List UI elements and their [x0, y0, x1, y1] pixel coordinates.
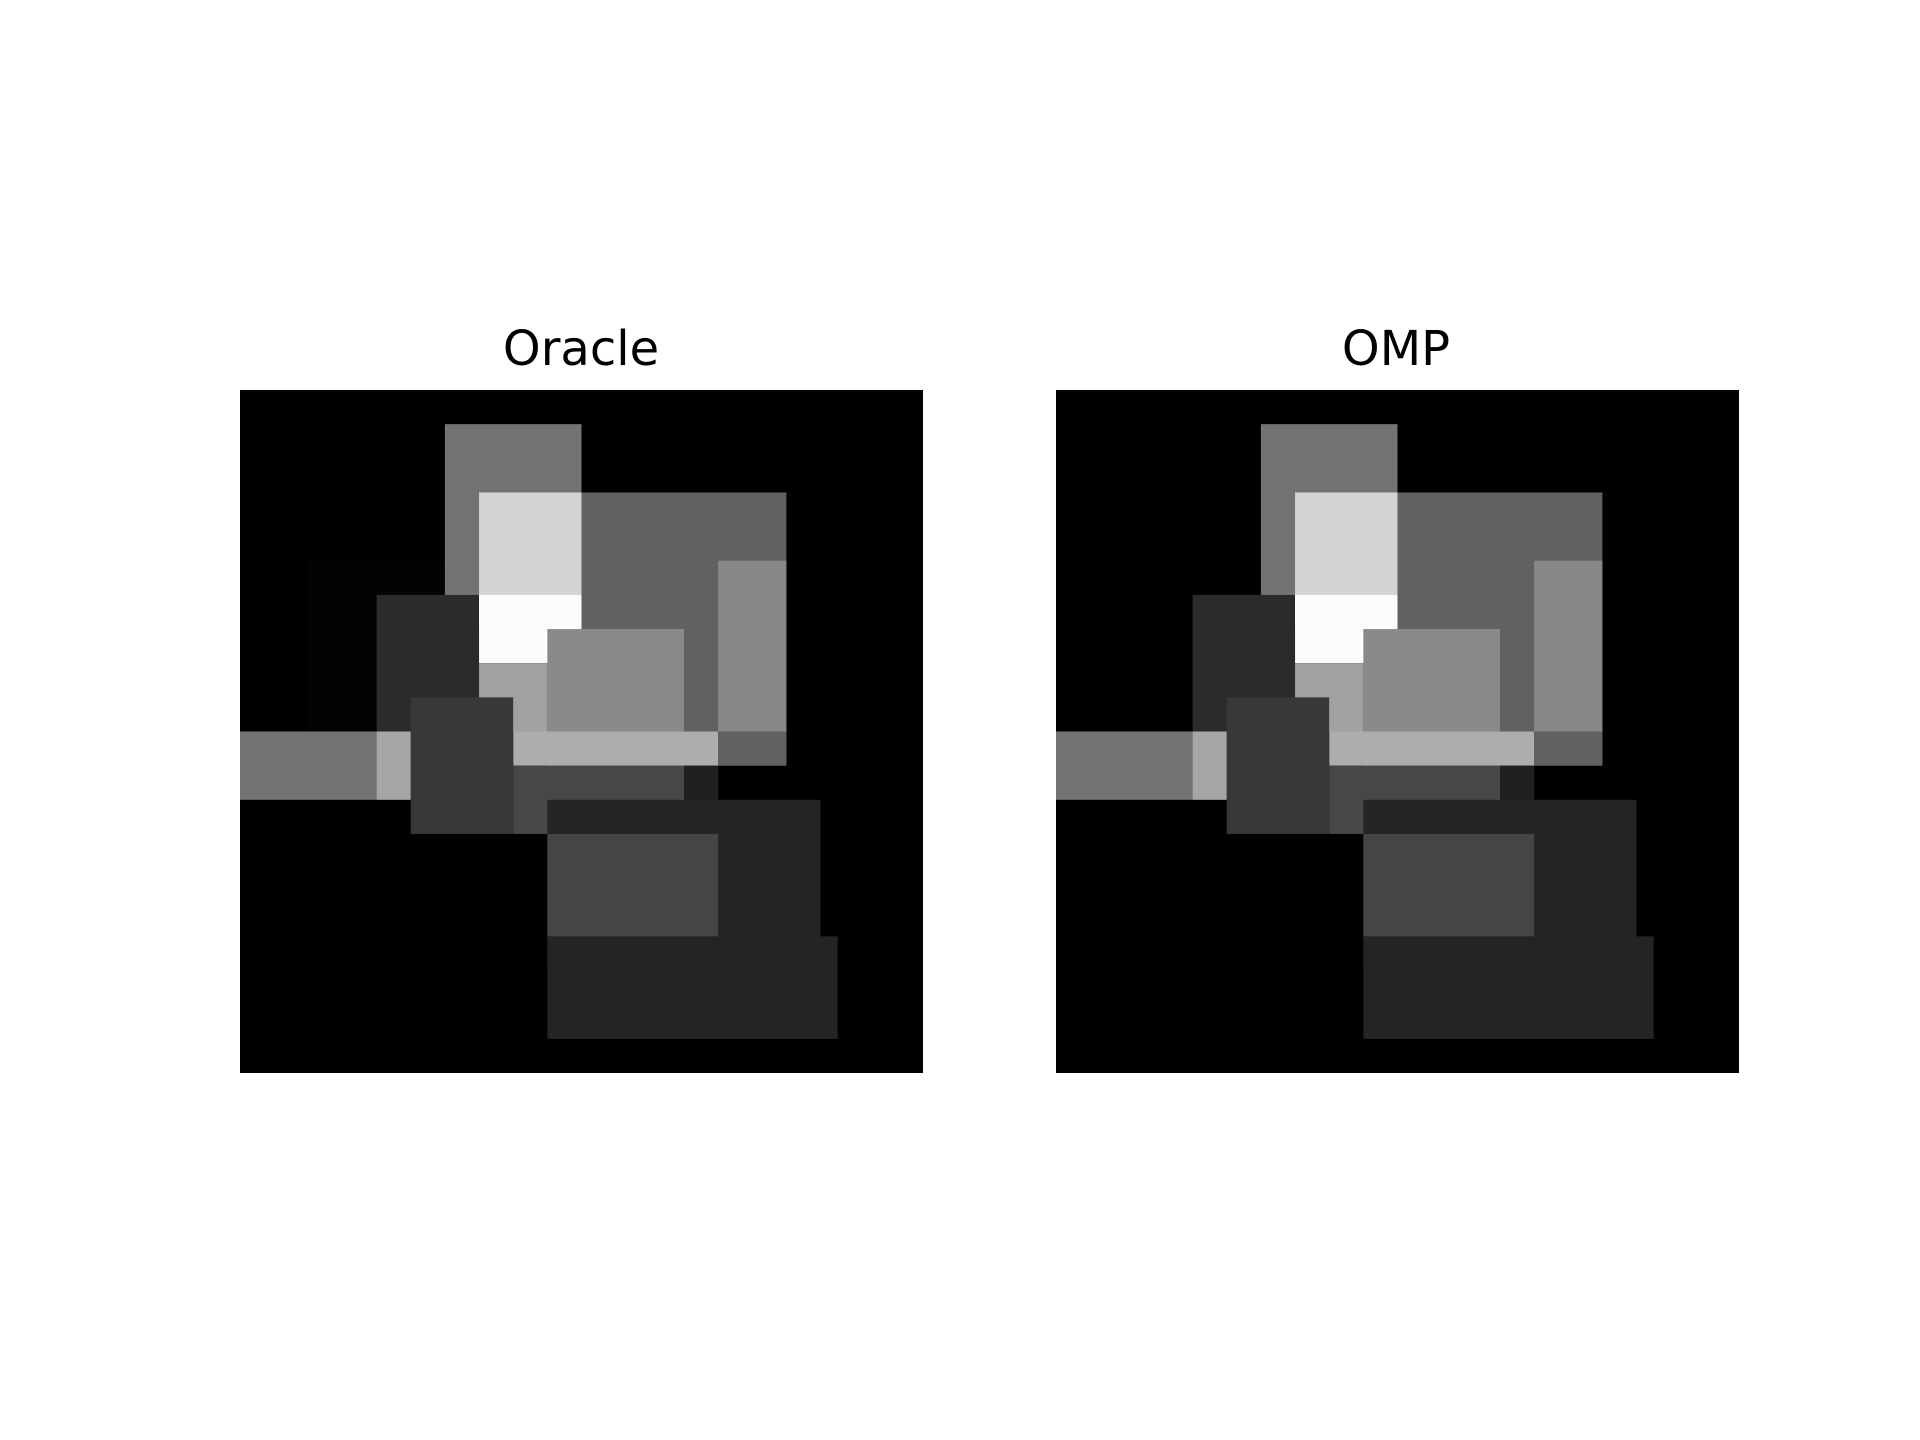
- omp-intensity-block-11: [1056, 731, 1193, 800]
- oracle-intensity-block-13: [376, 731, 411, 800]
- omp-title: OMP: [1342, 321, 1450, 377]
- omp-intensity-block-3: [1534, 560, 1603, 732]
- omp-panel: OMP: [1056, 321, 1739, 1073]
- oracle-intensity-block-19: [547, 936, 838, 1039]
- oracle-intensity-block-4: [718, 560, 787, 732]
- omp-intensity-block-13: [1226, 697, 1330, 834]
- oracle-intensity-block-12: [240, 731, 377, 800]
- oracle-intensity-block-14: [410, 697, 514, 834]
- omp-intensity-block-9: [1329, 731, 1535, 766]
- omp-intensity-block-17: [1363, 833, 1535, 937]
- oracle-intensity-block-18: [547, 833, 719, 937]
- oracle-panel: Oracle: [240, 321, 923, 1073]
- omp-intensity-block-18: [1363, 936, 1654, 1039]
- omp-intensity-block-12: [1192, 731, 1227, 800]
- oracle-title: Oracle: [503, 321, 659, 377]
- omp-image: [1056, 390, 1739, 1073]
- oracle-intensity-block-11: [718, 731, 787, 766]
- oracle-image: [240, 390, 923, 1073]
- oracle-intensity-block-10: [513, 731, 719, 766]
- omp-intensity-block-10: [1534, 731, 1603, 766]
